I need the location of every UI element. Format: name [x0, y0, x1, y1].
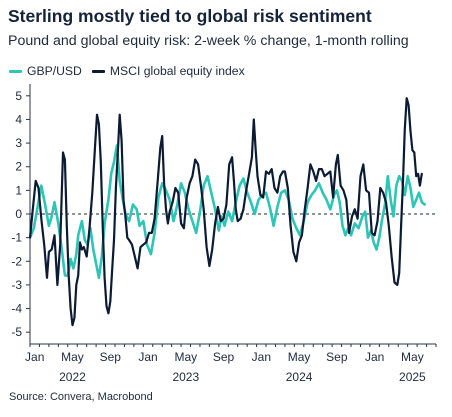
y-tick-label: 0: [15, 207, 22, 221]
x-tick-label: May: [288, 350, 311, 364]
x-tick-label: Jan: [365, 350, 384, 364]
x-tick-label: Sep: [326, 350, 348, 364]
legend-item-msci: MSCI global equity index: [91, 64, 245, 78]
y-tick-label: 4: [15, 112, 22, 126]
y-tick-label: -2: [11, 254, 22, 268]
y-tick-label: 1: [15, 183, 22, 197]
legend-label-msci: MSCI global equity index: [109, 64, 245, 78]
y-tick-label: -1: [11, 231, 22, 245]
y-tick-label: 2: [15, 160, 22, 174]
year-label: 2024: [286, 370, 313, 384]
series-line-gbpusd: [28, 144, 426, 280]
chart-subtitle: Pound and global equity risk: 2-week % c…: [8, 33, 409, 49]
y-tick-label: 5: [15, 89, 22, 103]
year-label: 2022: [59, 370, 86, 384]
year-label: 2023: [172, 370, 199, 384]
legend-swatch-gbpusd: [9, 69, 22, 73]
y-tick-label: 3: [15, 136, 22, 150]
y-tick-label: -4: [11, 302, 22, 316]
year-label: 2025: [399, 370, 426, 384]
chart-title: Sterling mostly tied to global risk sent…: [8, 6, 372, 26]
legend-item-gbpusd: GBP/USD: [9, 64, 82, 78]
series-line-msci: [28, 97, 423, 327]
x-tick-label: Jan: [25, 350, 44, 364]
source-note: Source: Convera, Macrobond: [9, 391, 153, 403]
x-tick-label: Jan: [252, 350, 271, 364]
x-tick-label: Jan: [138, 350, 157, 364]
x-tick-label: May: [174, 350, 197, 364]
legend-swatch-msci: [91, 69, 105, 73]
y-tick-label: -3: [11, 278, 22, 292]
x-tick-label: Sep: [100, 350, 122, 364]
x-tick-label: May: [61, 350, 84, 364]
legend: GBP/USD MSCI global equity index: [9, 64, 255, 78]
y-tick-label: -5: [11, 325, 22, 339]
legend-label-gbpusd: GBP/USD: [27, 64, 82, 78]
x-tick-label: Sep: [213, 350, 235, 364]
x-tick-label: May: [401, 350, 424, 364]
